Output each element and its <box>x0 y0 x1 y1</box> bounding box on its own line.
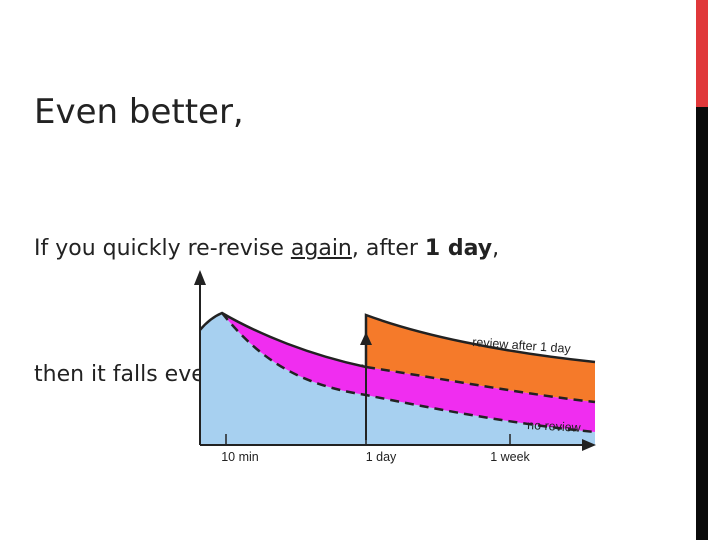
review-arrow-head <box>360 332 372 345</box>
body-line: If you quickly re-revise again, after 1 … <box>34 228 499 270</box>
side-bar <box>696 107 708 540</box>
bold-text: 1 day <box>424 236 493 261</box>
review-curve-continued <box>365 365 596 404</box>
text: , after <box>351 236 425 261</box>
curve-label: no review <box>527 418 582 435</box>
first-review-area <box>222 313 595 432</box>
x-label: 10 min <box>221 450 259 464</box>
text: If you quickly re-revise <box>34 236 291 261</box>
slide-title: Even better, <box>34 92 244 132</box>
second-review-area <box>366 315 595 402</box>
y-axis-arrow <box>194 270 206 285</box>
no-review-area <box>200 313 595 445</box>
review-curve <box>199 311 367 369</box>
accent-bar <box>696 0 708 107</box>
curve-label: review after 1 day <box>472 335 572 356</box>
review-after-1-day-curve <box>364 313 596 367</box>
text: , <box>492 236 500 261</box>
underlined-text: again <box>290 236 352 261</box>
x-label: 1 week <box>490 450 530 464</box>
x-axis-arrow <box>582 439 596 451</box>
x-label: 1 day <box>366 450 397 464</box>
